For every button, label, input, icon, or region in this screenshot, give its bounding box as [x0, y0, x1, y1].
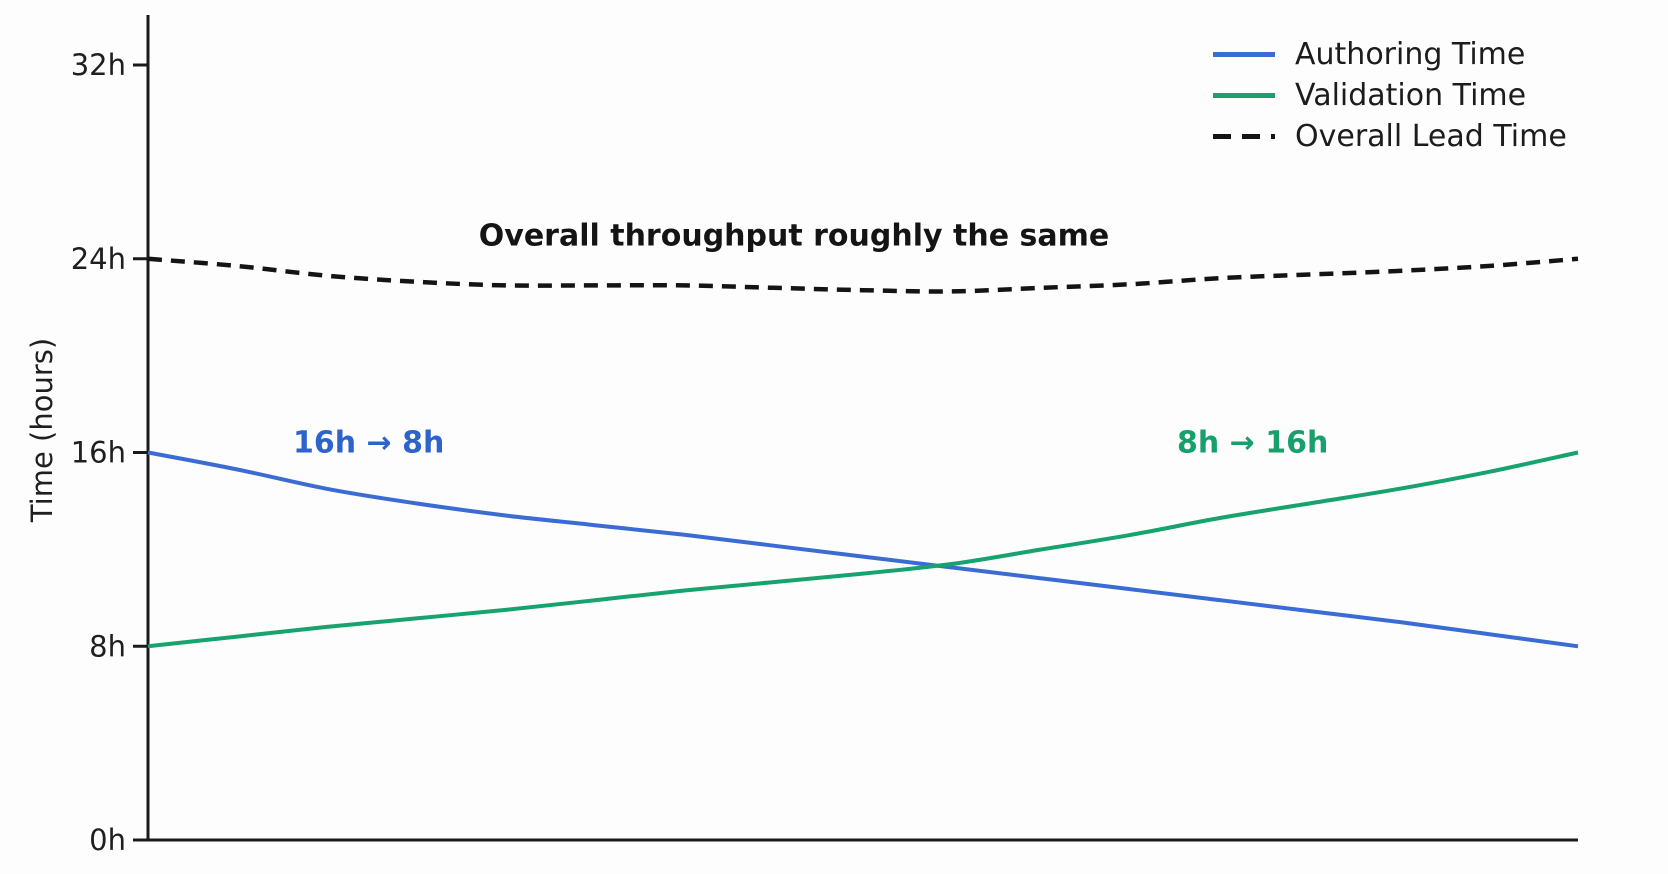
legend-label-overall-lead-time: Overall Lead Time [1295, 119, 1567, 154]
legend-swatch-overall-lead-time [1213, 134, 1275, 139]
y-tick-label: 24h [71, 242, 126, 276]
axes: 0h 8h 16h 24h 32h [71, 15, 1578, 857]
annotation-authoring-change: 16h → 8h [293, 425, 445, 461]
overall-lead-time-line [147, 256, 1579, 294]
annotation-overall-throughput: Overall throughput roughly the same [478, 218, 1110, 254]
legend-label-authoring-time: Authoring Time [1295, 37, 1526, 72]
validation-time-line [147, 450, 1579, 649]
legend-swatch-validation-time [1213, 93, 1275, 98]
y-tick-label: 0h [89, 823, 126, 857]
annotation-validation-change: 8h → 16h [1177, 425, 1329, 461]
authoring-time-line [147, 450, 1579, 649]
legend-item-overall-lead-time: Overall Lead Time [1213, 116, 1567, 157]
legend-item-authoring-time: Authoring Time [1213, 34, 1567, 75]
y-axis-title: Time (hours) [25, 337, 59, 523]
y-tick-label: 16h [71, 436, 126, 470]
legend-swatch-authoring-time [1213, 52, 1275, 57]
chart-series [147, 256, 1579, 649]
y-tick-label: 32h [71, 48, 126, 82]
legend-label-validation-time: Validation Time [1295, 78, 1527, 113]
legend: Authoring Time Validation Time Overall Lea… [1213, 34, 1567, 157]
y-tick-label: 8h [89, 629, 126, 663]
legend-item-validation-time: Validation Time [1213, 75, 1567, 116]
